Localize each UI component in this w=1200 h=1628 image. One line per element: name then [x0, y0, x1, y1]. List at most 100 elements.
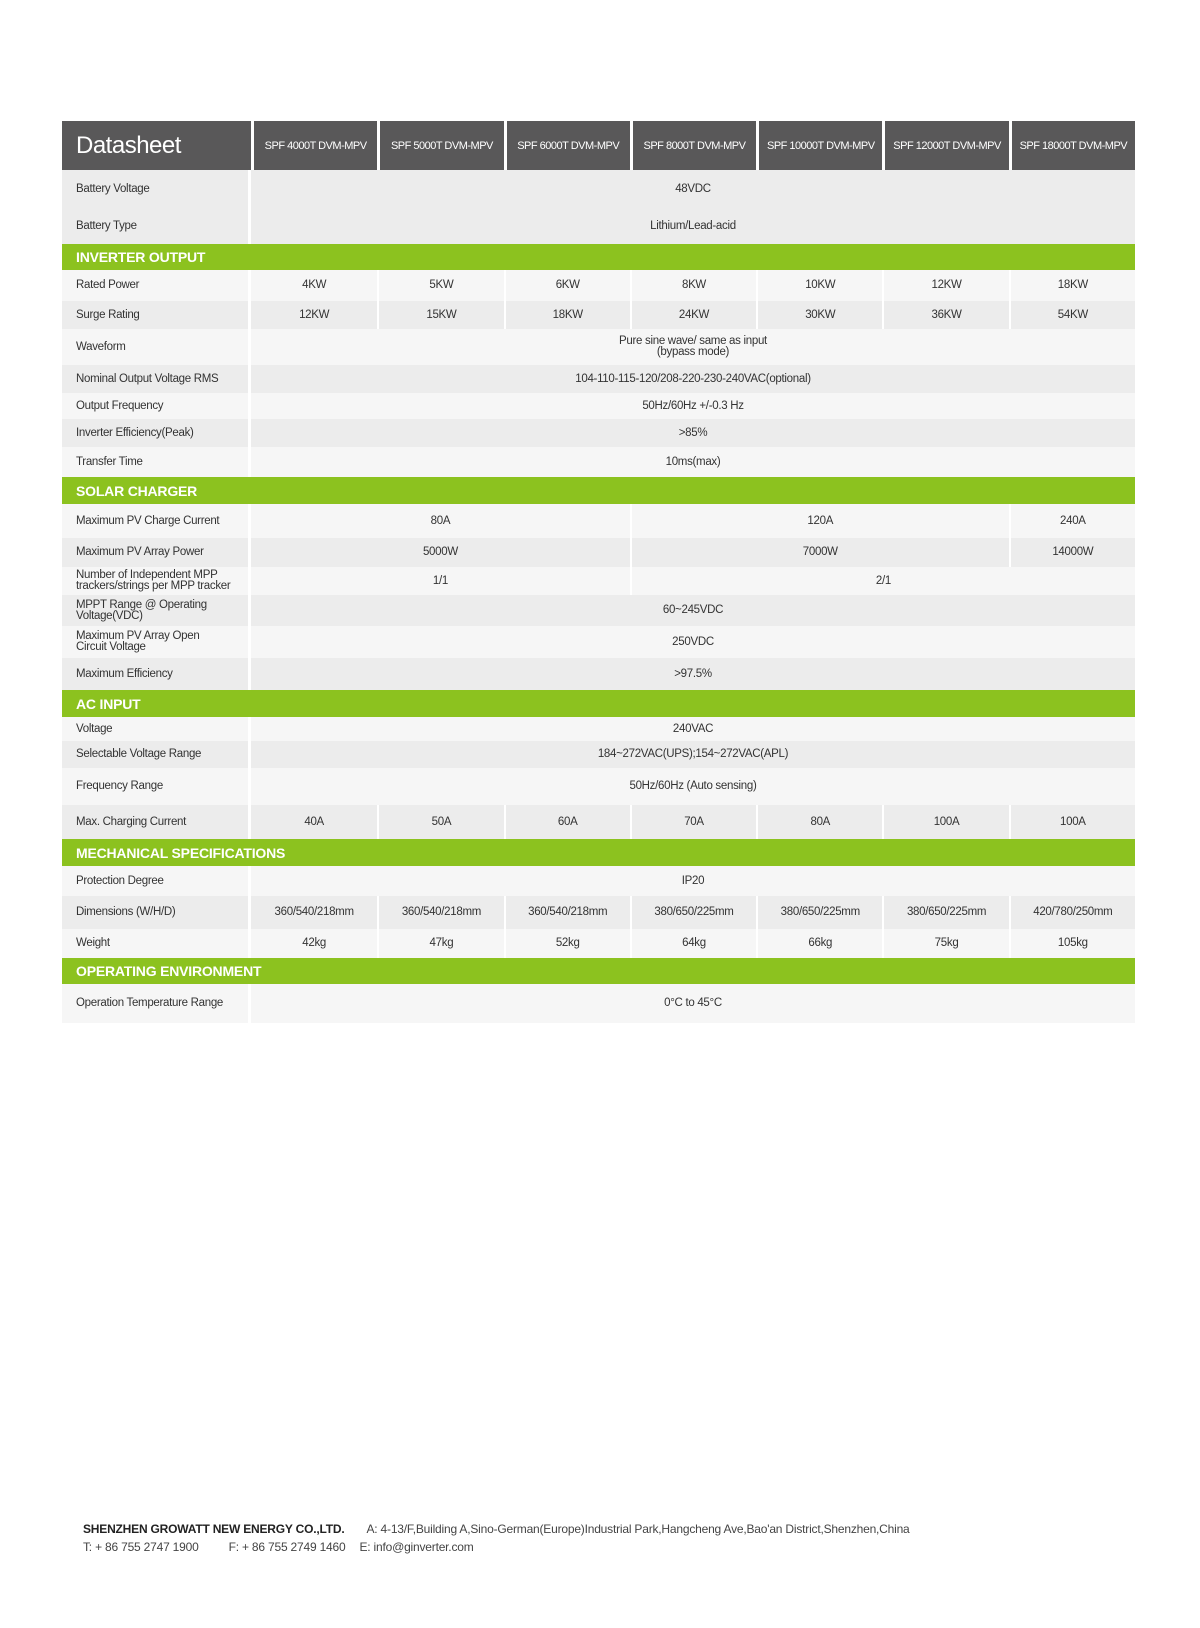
spec-label: Frequency Range	[62, 768, 251, 805]
spec-value: 15KW	[377, 301, 504, 329]
spec-label: Surge Rating	[62, 301, 251, 329]
section-title: OPERATING ENVIRONMENT	[62, 958, 1135, 984]
spec-row: Dimensions (W/H/D) 360/540/218mm 360/540/2…	[62, 896, 1135, 929]
spec-value: 360/540/218mm	[377, 896, 504, 929]
spec-value: 48VDC	[251, 170, 1135, 208]
spec-value: 1/1	[251, 567, 630, 595]
fax: F: + 86 755 2749 1460	[228, 1540, 346, 1554]
spec-value: 54KW	[1008, 301, 1135, 329]
spec-row: Battery Voltage 48VDC	[62, 170, 1135, 208]
spec-row: Transfer Time 10ms(max)	[62, 447, 1135, 477]
spec-value: 10ms(max)	[251, 447, 1135, 477]
model-header: SPF 12000T DVM-MPV	[882, 121, 1009, 170]
spec-row: Frequency Range 50Hz/60Hz (Auto sensing)	[62, 768, 1135, 805]
spec-value: 100A	[1008, 805, 1135, 839]
section-title: SOLAR CHARGER	[62, 477, 1135, 504]
spec-label: Battery Type	[62, 208, 251, 244]
spec-value: 75kg	[882, 929, 1009, 958]
company-name: SHENZHEN GROWATT NEW ENERGY CO.,LTD.	[83, 1522, 345, 1536]
spec-value: >97.5%	[251, 658, 1135, 690]
spec-value: 66kg	[756, 929, 883, 958]
spec-value: 420/780/250mm	[1008, 896, 1135, 929]
spec-row: Inverter Efficiency(Peak) >85%	[62, 419, 1135, 447]
spec-value: 80A	[251, 504, 630, 538]
spec-label: Output Frequency	[62, 393, 251, 419]
spec-value: 36KW	[882, 301, 1009, 329]
section-header: INVERTER OUTPUT	[62, 244, 1135, 270]
spec-value: 47kg	[377, 929, 504, 958]
spec-row: MPPT Range @ Operating Voltage(VDC) 60~24…	[62, 595, 1135, 626]
spec-value: 60A	[503, 805, 630, 839]
section-header: SOLAR CHARGER	[62, 477, 1135, 504]
section-header: MECHANICAL SPECIFICATIONS	[62, 839, 1135, 866]
spec-row: Voltage 240VAC	[62, 717, 1135, 741]
spec-value: 10KW	[756, 270, 883, 301]
spec-label: Max. Charging Current	[62, 805, 251, 839]
spec-row: Output Frequency 50Hz/60Hz +/-0.3 Hz	[62, 393, 1135, 419]
model-header: SPF 4000T DVM-MPV	[251, 121, 378, 170]
spec-label: Voltage	[62, 717, 251, 741]
spec-value: >85%	[251, 419, 1135, 447]
spec-value: 360/540/218mm	[251, 896, 378, 929]
spec-value: 60~245VDC	[251, 595, 1135, 626]
spec-label: Waveform	[62, 329, 251, 365]
spec-label: Maximum PV Array Open Circuit Voltage	[62, 626, 251, 658]
telephone: T: + 86 755 2747 1900	[83, 1540, 199, 1554]
spec-value: 104-110-115-120/208-220-230-240VAC(optio…	[251, 365, 1135, 393]
spec-value: 6KW	[503, 270, 630, 301]
spec-value: 70A	[629, 805, 757, 839]
spec-row: Surge Rating 12KW 15KW 18KW 24KW 30KW 36KW 54KW	[62, 301, 1135, 329]
spec-value: 42kg	[251, 929, 378, 958]
spec-row: Waveform Pure sine wave/ same as input (b…	[62, 329, 1135, 365]
spec-value: 105kg	[1008, 929, 1135, 958]
spec-label: MPPT Range @ Operating Voltage(VDC)	[62, 595, 251, 626]
spec-row: Battery Type Lithium/Lead-acid	[62, 208, 1135, 244]
spec-label: Protection Degree	[62, 866, 251, 896]
spec-label: Dimensions (W/H/D)	[62, 896, 251, 929]
spec-value: 8KW	[629, 270, 757, 301]
model-header: SPF 18000T DVM-MPV	[1008, 121, 1135, 170]
spec-row: Maximum PV Array Power 5000W 7000W 14000W	[62, 538, 1135, 567]
spec-label: Maximum Efficiency	[62, 658, 251, 690]
spec-row: Maximum PV Array Open Circuit Voltage 250…	[62, 626, 1135, 658]
model-header: SPF 8000T DVM-MPV	[629, 121, 757, 170]
spec-label: Battery Voltage	[62, 170, 251, 208]
spec-value: 12KW	[882, 270, 1009, 301]
spec-row: Rated Power 4KW 5KW 6KW 8KW 10KW 12KW 18KW	[62, 270, 1135, 301]
spec-value: 64kg	[629, 929, 757, 958]
spec-row: Weight 42kg 47kg 52kg 64kg 66kg 75kg 105kg	[62, 929, 1135, 958]
section-title: INVERTER OUTPUT	[62, 244, 1135, 270]
spec-value: 380/650/225mm	[882, 896, 1009, 929]
spec-value: 52kg	[503, 929, 630, 958]
spec-row: Number of Independent MPP trackers/strin…	[62, 567, 1135, 595]
spec-value: 12KW	[251, 301, 378, 329]
spec-row: Maximum PV Charge Current 80A 120A 240A	[62, 504, 1135, 538]
spec-label: Maximum PV Array Power	[62, 538, 251, 567]
spec-value: 18KW	[1008, 270, 1135, 301]
spec-row: Operation Temperature Range 0°C to 45°C	[62, 984, 1135, 1023]
spec-label: Number of Independent MPP trackers/strin…	[62, 567, 251, 595]
spec-value: 7000W	[629, 538, 1009, 567]
footer: SHENZHEN GROWATT NEW ENERGY CO.,LTD. A: 4…	[83, 1522, 910, 1558]
spec-value: 4KW	[251, 270, 378, 301]
spec-value: 80A	[756, 805, 883, 839]
spec-value: 5KW	[377, 270, 504, 301]
spec-value: Pure sine wave/ same as input (bypass mo…	[251, 329, 1135, 365]
spec-value: 380/650/225mm	[629, 896, 757, 929]
spec-row: Protection Degree IP20	[62, 866, 1135, 896]
spec-row: Nominal Output Voltage RMS 104-110-115-12…	[62, 365, 1135, 393]
spec-row: Maximum Efficiency >97.5%	[62, 658, 1135, 690]
spec-value: 360/540/218mm	[503, 896, 630, 929]
model-header: SPF 5000T DVM-MPV	[377, 121, 504, 170]
spec-row: Selectable Voltage Range 184~272VAC(UPS);…	[62, 741, 1135, 768]
spec-value: 30KW	[756, 301, 883, 329]
spec-value: 18KW	[503, 301, 630, 329]
spec-value: 14000W	[1008, 538, 1135, 567]
spec-label: Weight	[62, 929, 251, 958]
spec-label: Selectable Voltage Range	[62, 741, 251, 768]
datasheet-table: Datasheet SPF 4000T DVM-MPV SPF 5000T DVM…	[62, 121, 1135, 1023]
spec-value: 250VDC	[251, 626, 1135, 658]
spec-label: Operation Temperature Range	[62, 984, 251, 1023]
spec-value: 40A	[251, 805, 378, 839]
spec-value: 240VAC	[251, 717, 1135, 741]
